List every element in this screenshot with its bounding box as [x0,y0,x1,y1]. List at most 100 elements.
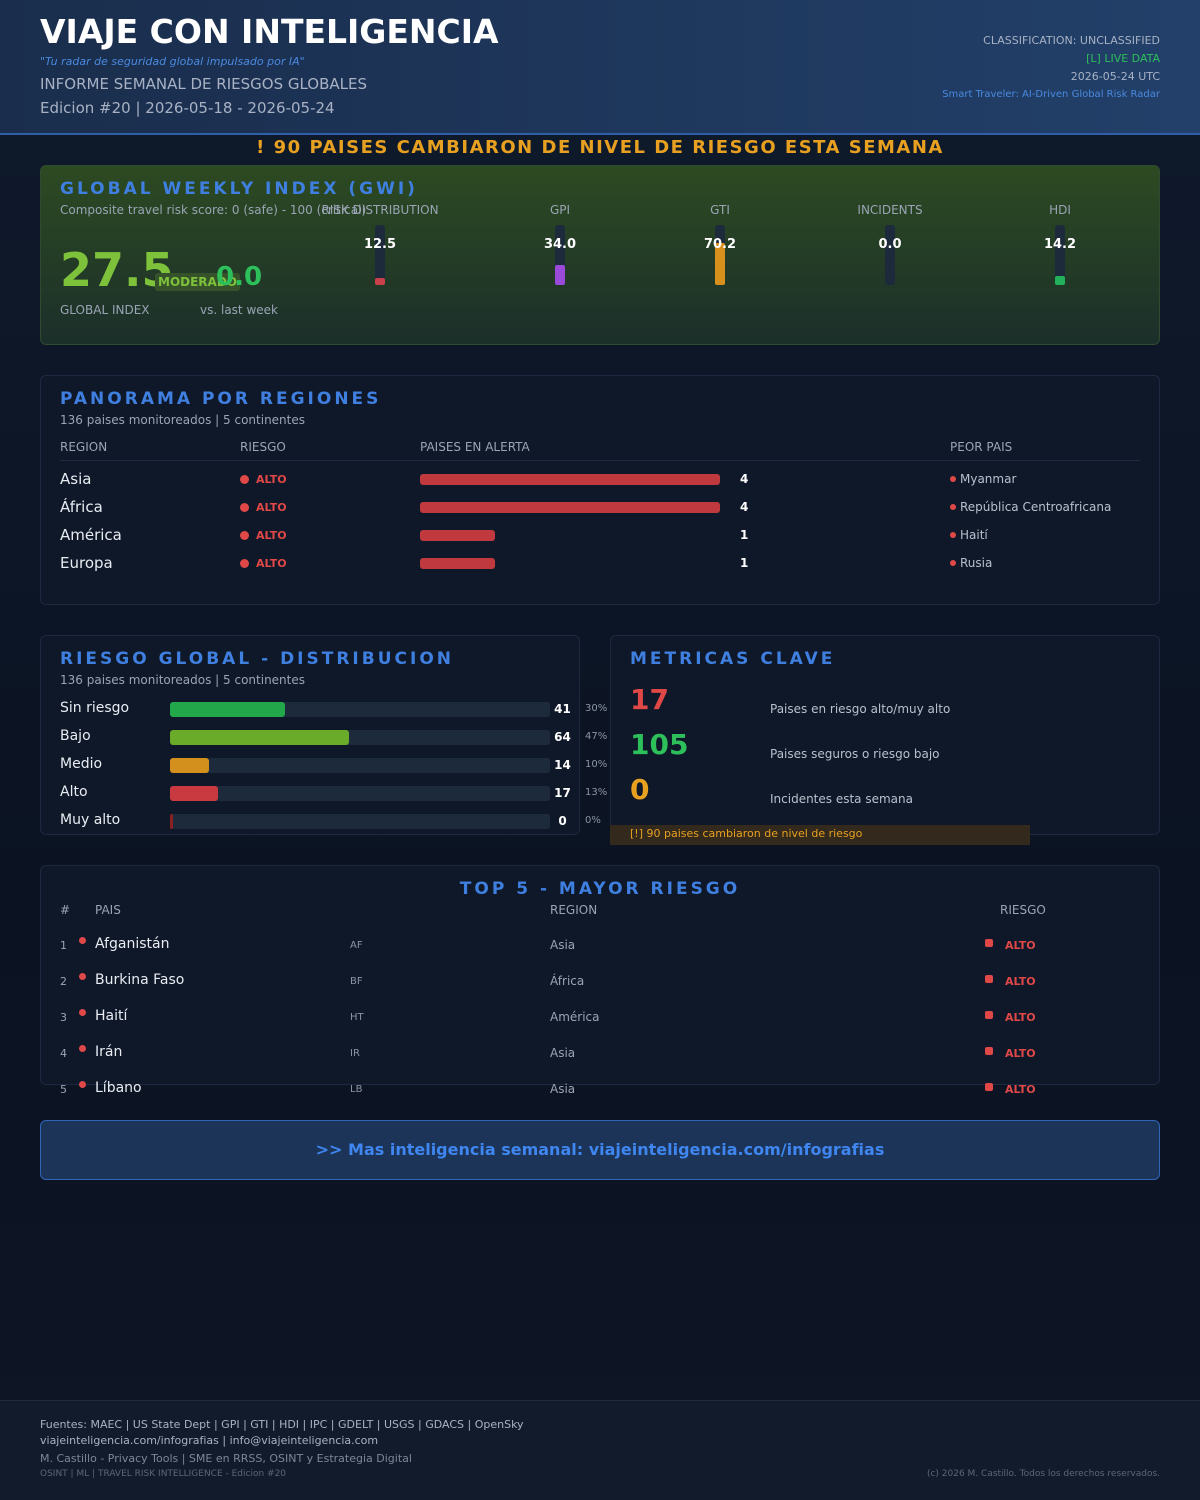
country-name: Burkina Faso [95,972,185,988]
brand: Smart Traveler: AI-Driven Global Risk Ra… [942,89,1160,100]
header-rule [60,460,1140,461]
level-bar [170,758,210,773]
gauge-fill [715,242,725,285]
risk-label: ALTO [1005,975,1036,988]
regions-title: PANORAMA POR REGIONES [60,389,382,409]
metrics-panel [610,635,1160,835]
footer-copyright: (c) 2026 M. Castillo. Todos los derechos… [926,1469,1160,1479]
level-name: Bajo [60,728,91,744]
distribution-subtitle: 136 paises monitoreados | 5 continentes [60,673,305,687]
top5-panel [40,865,1160,1085]
rank: 4 [60,1047,67,1060]
level-track [170,786,550,801]
report-date: 2026-05-24 UTC [1070,70,1160,83]
gwi-panel [40,165,1160,345]
risk-dot [240,503,249,512]
worst-dot [950,532,956,538]
column-header: PEOR PAIS [950,440,1013,454]
gauge-label: GTI [710,203,730,217]
alert-bar [420,530,495,541]
gauge-fill [1055,276,1065,285]
column-header: RIESGO [240,440,286,454]
risk-label: ALTO [1005,1047,1036,1060]
regions-panel [40,375,1160,605]
gauge-value: 34.0 [543,237,577,252]
country-region: América [550,1010,600,1024]
gwi-change-caption: vs. last week [200,303,278,317]
gauge-track [555,225,565,285]
footer-contact: viajeinteligencia.com/infografias | info… [40,1434,379,1447]
worst-dot [950,560,956,566]
regions-subtitle: 136 paises monitoreados | 5 continentes [60,413,305,427]
edition: Edicion #20 | 2026-05-18 - 2026-05-24 [40,99,335,117]
alert-bar [420,558,495,569]
risk-square [985,939,993,947]
footer-author: M. Castillo - Privacy Tools | SME en RRS… [40,1452,412,1465]
metrics-title: METRICAS CLAVE [630,649,836,669]
country-name: Líbano [95,1080,142,1096]
country-code: AF [350,940,363,951]
gauge-fill [375,277,385,285]
risk-dot [240,475,249,484]
worst-country: Myanmar [960,472,1017,486]
worst-dot [950,504,956,510]
region-name: África [60,498,103,516]
gwi-value-caption: GLOBAL INDEX [60,303,150,317]
country-code: LB [350,1084,363,1095]
classification: CLASSIFICATION: UNCLASSIFIED [983,34,1160,47]
risk-label: ALTO [1005,1083,1036,1096]
country-code: IR [350,1048,360,1059]
country-name: Irán [95,1044,123,1060]
metric-label: Incidentes esta semana [770,792,913,806]
worst-country: República Centroafricana [960,500,1112,514]
country-dot [79,1045,86,1052]
country-name: Haití [95,1008,128,1024]
risk-label: ALTO [256,501,287,514]
gauge-label: HDI [1049,203,1071,217]
worst-country: Haití [960,528,988,542]
rank: 1 [60,939,67,952]
gwi-value: 27.5 [60,243,174,297]
alert-bar [420,502,720,513]
level-count: 64 [554,730,571,744]
gauge-label: GPI [549,203,571,217]
gwi-change: 0.0 [216,262,263,292]
footer-bg [0,1400,1200,1500]
page-title: VIAJE CON INTELIGENCIA [40,12,499,51]
level-bar [170,814,173,829]
risk-square [985,1083,993,1091]
alert-bar [420,474,720,485]
level-share: 10% [585,759,608,770]
level-bar [170,702,285,717]
gauge-track [885,225,895,285]
rank: 2 [60,975,67,988]
cta-button[interactable]: >> Mas inteligencia semanal: viajeinteli… [40,1120,1160,1180]
country-region: Asia [550,1046,576,1060]
rank: 3 [60,1011,67,1024]
level-track [170,758,550,773]
level-name: Medio [60,756,103,772]
risk-label: ALTO [1005,1011,1036,1024]
header-bg [0,0,1200,135]
gauge-value: 12.5 [363,237,397,252]
metric-label: Paises seguros o riesgo bajo [770,747,940,761]
footer-sources: Fuentes: MAEC | US State Dept | GPI | GT… [40,1418,524,1431]
distribution-title: RIESGO GLOBAL - DISTRIBUCION [60,649,455,669]
gwi-description: Composite travel risk score: 0 (safe) - … [60,203,367,217]
column-header: RIESGO [1000,903,1046,917]
level-bar [170,786,218,801]
region-name: Asia [60,470,92,488]
footer-tags: OSINT | ML | TRAVEL RISK INTELLIGENCE - … [40,1469,287,1479]
metric-label: Paises en riesgo alto/muy alto [770,702,951,716]
country-dot [79,1081,86,1088]
risk-dot [240,559,249,568]
column-header: REGION [60,440,108,454]
gauge-track [375,225,385,285]
gauge-label: RISK DISTRIBUTION [321,203,439,217]
level-name: Muy alto [60,812,121,828]
country-code: HT [350,1012,364,1023]
country-code: BF [350,976,363,987]
risk-square [985,1047,993,1055]
country-dot [79,973,86,980]
